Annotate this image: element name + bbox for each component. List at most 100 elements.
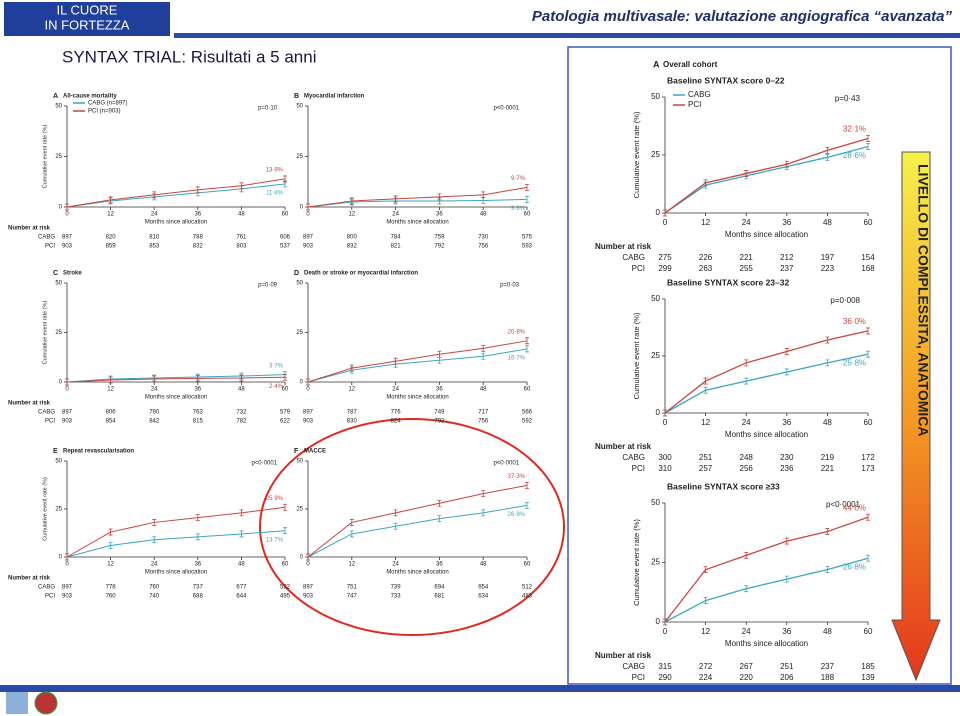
risk-value: 688	[193, 594, 204, 600]
x-tick-label: 60	[864, 218, 873, 227]
x-tick-label: 0	[65, 212, 69, 218]
risk-value: 593	[522, 244, 533, 250]
risk-value: 732	[236, 410, 247, 416]
risk-row-label: PCI	[632, 464, 645, 473]
error-bar	[525, 184, 529, 191]
series-line	[664, 557, 869, 623]
x-tick-label: 36	[782, 627, 791, 636]
risk-row-label: CABG	[38, 235, 55, 241]
error-bar	[703, 377, 708, 385]
y-tick-label: 25	[55, 507, 62, 513]
error-bar	[744, 585, 749, 593]
risk-value: 739	[391, 585, 402, 591]
x-tick-label: 12	[107, 387, 114, 393]
error-bar	[306, 378, 310, 386]
y-tick-label: 25	[55, 154, 62, 160]
risk-value: 681	[434, 594, 445, 600]
x-tick-label: 48	[238, 562, 245, 568]
side-label: LIVELLO DI COMPLESSITA, ANATOMICA	[915, 164, 931, 436]
error-bar	[784, 348, 789, 355]
risk-value: 803	[236, 244, 247, 250]
p-value: p=0·09	[258, 283, 278, 289]
y-tick-label: 50	[55, 459, 62, 465]
error-bar	[744, 377, 749, 385]
error-bar	[825, 153, 830, 161]
error-bar	[703, 566, 708, 574]
risk-value: 787	[347, 410, 358, 416]
error-bar	[239, 182, 244, 190]
x-tick-label: 60	[864, 418, 873, 427]
error-bar	[349, 519, 354, 526]
legend-label: CABG	[688, 90, 711, 99]
error-bar	[152, 519, 157, 526]
error-bar	[108, 196, 113, 204]
error-bar	[663, 209, 667, 217]
error-bar	[481, 344, 486, 352]
legend-label: PCI (n=903)	[88, 109, 121, 115]
risk-value: 537	[280, 244, 291, 250]
risk-value: 903	[62, 244, 73, 250]
chart-subtitle: Baseline SYNTAX score 23–32	[667, 277, 789, 287]
end-label: 37·3%	[508, 474, 526, 480]
risk-row-label: PCI	[632, 673, 645, 682]
y-tick-label: 50	[296, 281, 303, 287]
y-tick-label: 0	[300, 205, 304, 211]
end-label: 26·9%	[508, 512, 526, 518]
risk-value: 606	[280, 235, 291, 241]
risk-value: 219	[821, 453, 835, 462]
risk-value: 897	[62, 410, 73, 416]
error-bar	[525, 337, 529, 345]
risk-row-label: CABG	[38, 585, 55, 591]
error-bar	[784, 368, 789, 376]
x-tick-label: 48	[480, 212, 487, 218]
p-value: p<0·0001	[826, 500, 861, 509]
error-bar	[195, 514, 200, 522]
right-frame	[567, 46, 952, 685]
risk-value: 263	[699, 264, 713, 273]
p-value: p=0·03	[500, 283, 520, 289]
y-tick-label: 50	[651, 92, 660, 101]
risk-value: 267	[740, 662, 754, 671]
risk-value: 761	[236, 235, 247, 241]
error-bar	[825, 528, 830, 535]
risk-value: 830	[347, 419, 358, 425]
chart-title: All-cause mortality	[63, 94, 117, 100]
y-tick-label: 0	[656, 208, 661, 217]
risk-value: 810	[149, 235, 160, 241]
footer-bar	[0, 685, 960, 692]
error-bar	[866, 143, 870, 151]
panel-letter: C	[53, 270, 58, 277]
series-line	[307, 348, 528, 383]
y-axis-label: Cumulative event rate (%)	[632, 111, 641, 198]
error-bar	[108, 542, 113, 549]
x-tick-label: 48	[238, 387, 245, 393]
error-bar	[525, 195, 529, 203]
x-tick-label: 12	[701, 627, 710, 636]
chart-subtitle: Baseline SYNTAX score ≥33	[667, 481, 780, 491]
y-tick-label: 25	[651, 150, 660, 159]
series-line	[664, 353, 869, 414]
risk-value: 300	[658, 453, 672, 462]
x-tick-label: 0	[65, 387, 69, 393]
error-bar	[525, 481, 529, 489]
x-axis-label: Months since allocation	[725, 230, 808, 239]
y-tick-label: 25	[651, 351, 660, 360]
error-bar	[866, 513, 870, 521]
end-label: 13·9%	[266, 168, 284, 174]
y-tick-label: 25	[296, 154, 303, 160]
header-rule	[174, 33, 960, 38]
risk-value: 842	[149, 419, 160, 425]
series-line	[307, 340, 528, 383]
legend-label: PCI	[688, 100, 701, 109]
p-value: p<0·0001	[493, 106, 519, 112]
risk-value: 237	[780, 264, 794, 273]
y-tick-label: 50	[296, 104, 303, 110]
x-tick-label: 60	[282, 387, 289, 393]
error-bar	[152, 536, 157, 544]
error-bar	[283, 175, 287, 183]
y-tick-label: 0	[656, 408, 661, 417]
risk-value: 832	[347, 244, 358, 250]
series-line	[664, 137, 869, 214]
end-label: 20·8%	[508, 329, 526, 335]
error-bar	[784, 160, 789, 168]
